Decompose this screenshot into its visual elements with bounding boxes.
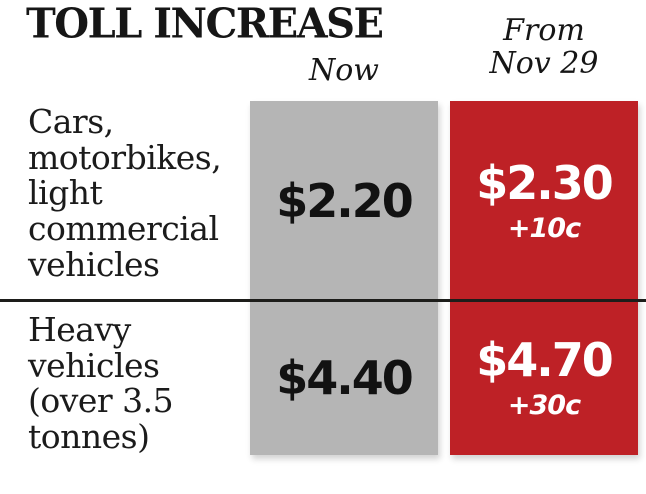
table-cell-now-cars: $2.20 (250, 101, 438, 300)
price-change-heavy: +30c (507, 389, 581, 421)
now-price-column: $2.20 $4.40 (250, 101, 438, 455)
price-change-cars: +10c (507, 212, 581, 244)
table-cell-from-heavy: $4.70 +30c (450, 300, 638, 455)
from-price-heavy: $4.70 (476, 332, 614, 387)
now-price-cars: $2.20 (276, 173, 414, 228)
from-nov-29-price-column: $2.30 +10c $4.70 +30c (450, 101, 638, 455)
column-header-from-line2: Nov 29 (489, 46, 599, 81)
table-cell-now-heavy: $4.40 (250, 300, 438, 455)
row-label-cars-motorbikes-light-commercial-vehicles: Cars, motorbikes, light commercial vehic… (28, 102, 222, 284)
from-price-cars: $2.30 (476, 155, 614, 210)
row-label-heavy-vehicles: Heavy vehicles (over 3.5 tonnes) (28, 310, 174, 456)
column-header-now: Now (309, 53, 379, 88)
page-title: TOLL INCREASE (26, 0, 384, 48)
column-header-from-line1: From (503, 13, 585, 48)
table-cell-from-cars: $2.30 +10c (450, 101, 638, 300)
now-price-heavy: $4.40 (276, 350, 414, 405)
row-divider-line (0, 299, 646, 302)
column-header-from-nov-29: From Nov 29 (450, 14, 638, 80)
